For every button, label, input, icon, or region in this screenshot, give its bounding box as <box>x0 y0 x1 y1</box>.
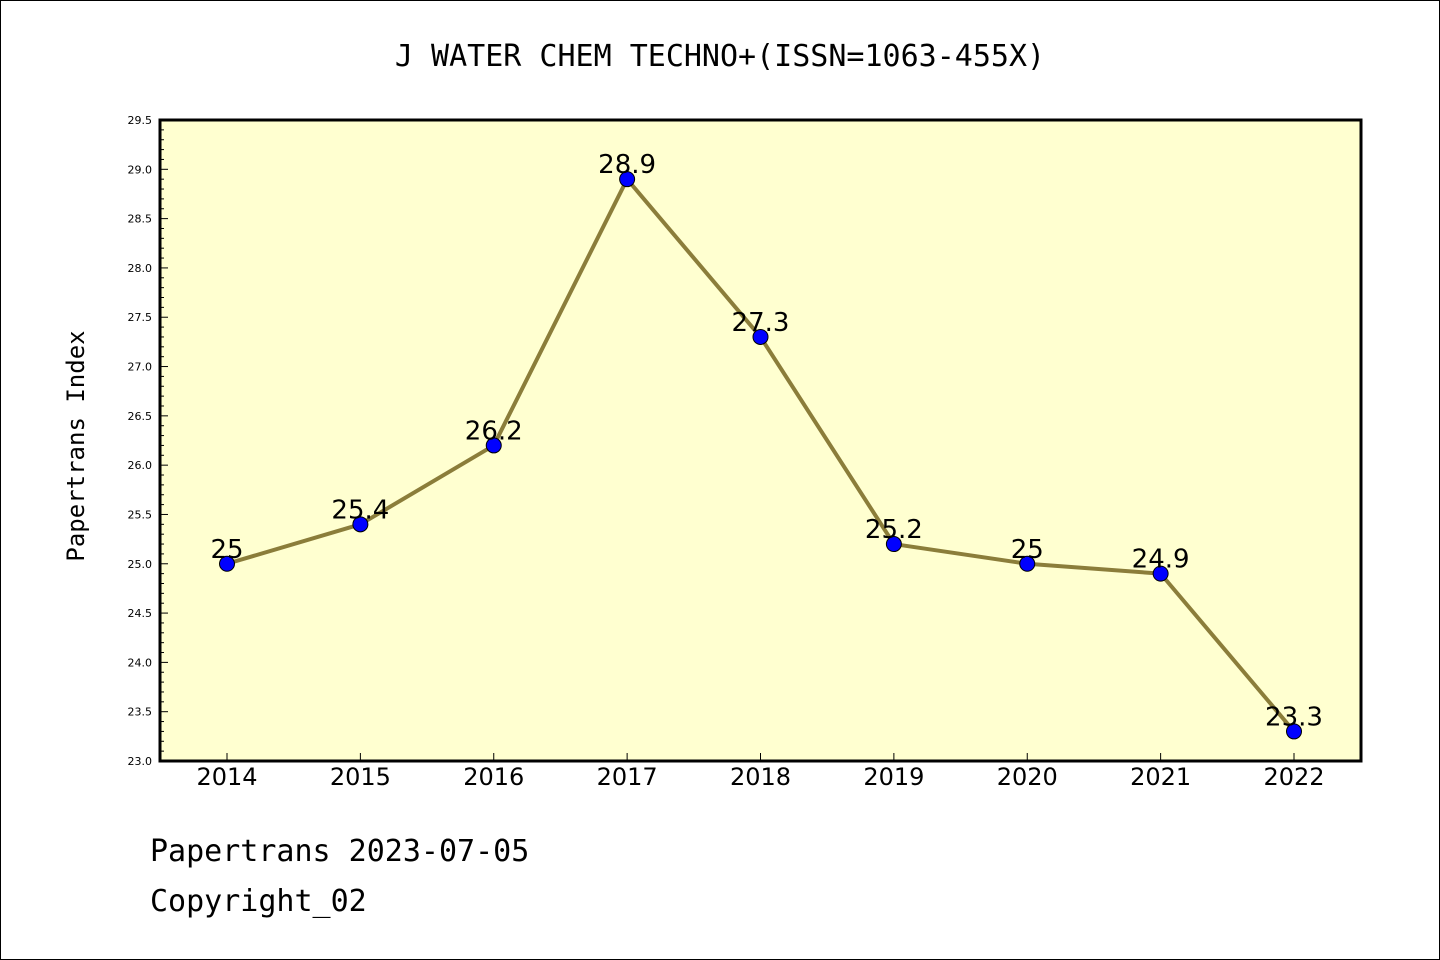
y-tick-label: 27.5 <box>128 311 153 324</box>
data-point <box>752 328 769 345</box>
x-tick-label: 2014 <box>196 763 257 791</box>
y-tick-label: 28.0 <box>128 262 153 275</box>
x-tick-label: 2018 <box>730 763 791 791</box>
footer-source-date: Papertrans 2023-07-05 <box>150 834 530 869</box>
chart-title: J WATER CHEM TECHNO+(ISSN=1063-455X) <box>395 39 1045 74</box>
y-axis-label: Papertrans Index <box>62 330 90 561</box>
x-tick-label: 2020 <box>997 763 1058 791</box>
data-point <box>1152 565 1169 582</box>
y-axis-ticks: 23.0 23.5 24.0 24.5 25.0 25.5 26.0 26.5 27.0 27.5… <box>128 114 168 768</box>
data-label: 28.9 <box>598 150 656 180</box>
x-axis-ticks: 2014 2015 2016 2017 2018 2019 2020 2021 2022 <box>196 753 1325 791</box>
data-point <box>1286 723 1302 740</box>
data-point <box>885 536 902 553</box>
y-tick-label: 25.0 <box>128 558 153 571</box>
x-tick-label: 2022 <box>1263 763 1324 791</box>
data-label: 25.4 <box>331 495 389 525</box>
x-tick-label: 2015 <box>330 763 391 791</box>
x-tick-label: 2019 <box>863 763 924 791</box>
y-tick-label: 29.5 <box>128 114 153 127</box>
y-tick-label: 27.0 <box>128 361 153 374</box>
footer-copyright: Copyright_02 <box>150 884 367 919</box>
y-tick-label: 29.0 <box>128 163 153 176</box>
data-point <box>485 437 502 454</box>
data-label: 26.2 <box>465 416 523 446</box>
series-markers <box>219 171 1302 740</box>
data-label: 25 <box>1011 535 1044 565</box>
y-tick-label: 28.5 <box>128 213 153 226</box>
data-label: 23.3 <box>1265 702 1323 732</box>
data-label: 24.9 <box>1132 545 1190 575</box>
y-tick-label: 24.0 <box>128 656 153 669</box>
x-tick-label: 2017 <box>597 763 658 791</box>
x-tick-label: 2021 <box>1130 763 1191 791</box>
data-point <box>219 555 235 572</box>
plot-area <box>158 118 1363 763</box>
y-tick-label: 26.0 <box>128 459 153 472</box>
y-tick-label: 23.0 <box>128 755 153 768</box>
data-point <box>1019 555 1036 572</box>
data-label: 25 <box>210 535 243 565</box>
data-label: 25.2 <box>865 515 923 545</box>
y-tick-label: 24.5 <box>128 607 153 620</box>
y-tick-label: 23.5 <box>128 706 153 719</box>
y-tick-label: 25.5 <box>128 508 153 521</box>
y-tick-label: 26.5 <box>128 410 153 423</box>
x-tick-label: 2016 <box>463 763 524 791</box>
data-labels: 25 25.4 26.2 28.9 27.3 25.2 25 24.9 23.3 <box>210 150 1322 732</box>
data-point <box>352 516 369 533</box>
data-point <box>619 171 636 188</box>
data-label: 27.3 <box>732 308 790 338</box>
